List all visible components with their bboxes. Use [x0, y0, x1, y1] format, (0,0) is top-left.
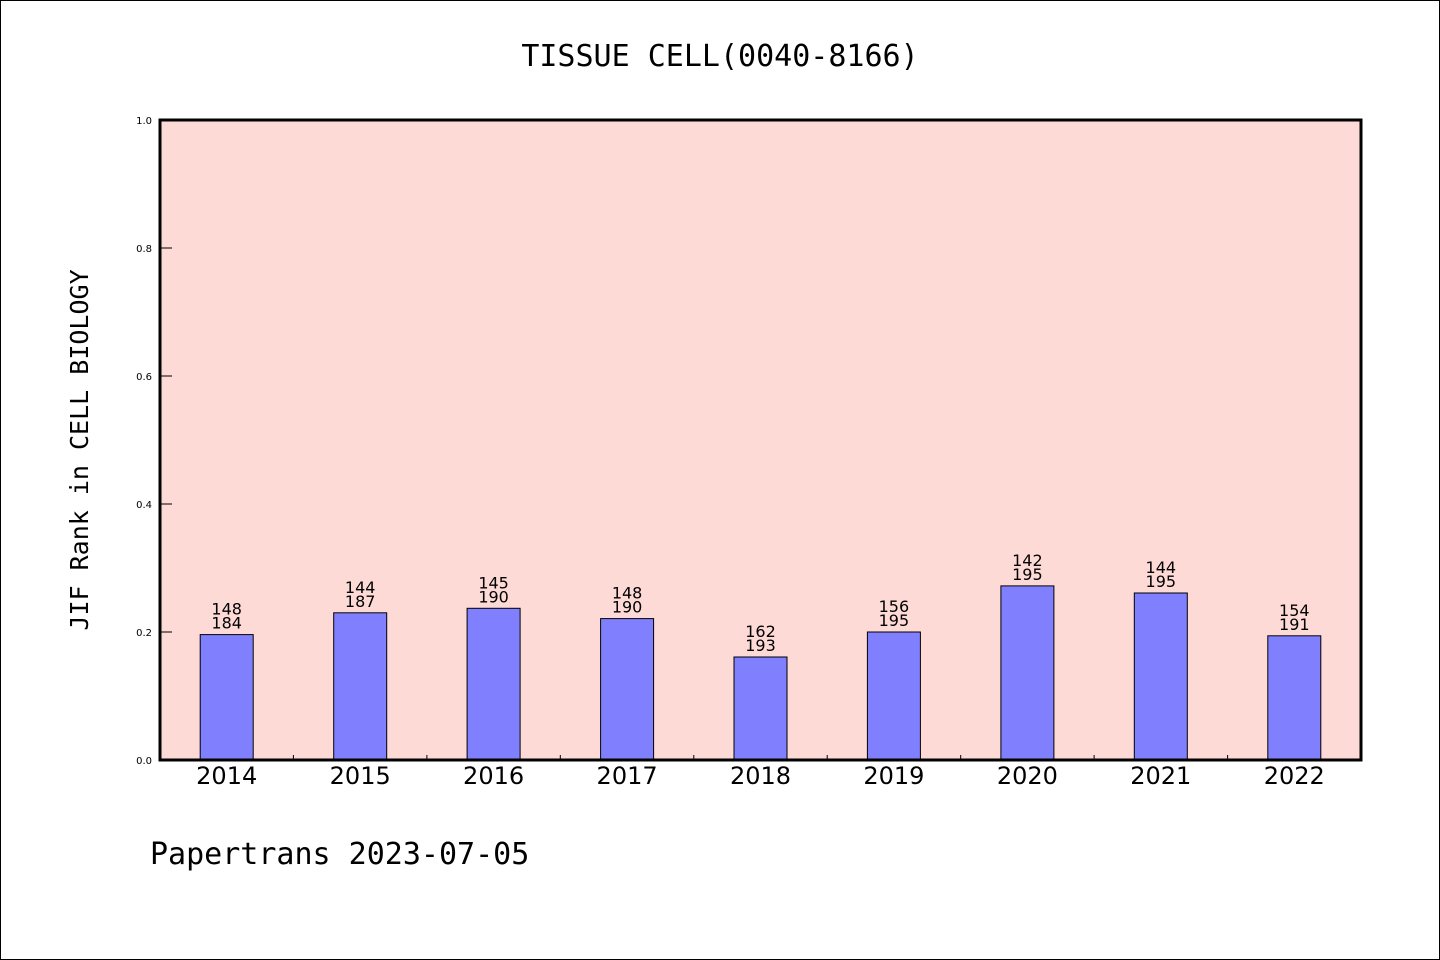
x-tick-label-2018: 2018 [730, 762, 791, 790]
bar-label-rank-2021: 144 [1146, 558, 1177, 577]
y-axis-label: JIF Rank in CELL BIOLOGY [65, 269, 94, 630]
x-axis: 2014 2015 2016 2017 2018 2019 2020 2021 2022 [196, 755, 1325, 790]
y-tick-label-0.2: 0.2 [136, 628, 152, 639]
bar-2022 [1267, 635, 1322, 761]
y-tick-label-0.8: 0.8 [136, 244, 152, 255]
bar-label-total-2019: 195 [879, 611, 910, 630]
bar-2018 [733, 656, 788, 761]
bar-2019 [866, 631, 921, 761]
bars-layer [199, 585, 1322, 761]
bar-label-total-2020: 195 [1012, 565, 1043, 584]
bar-label-total-2016: 190 [478, 587, 509, 606]
x-tick-label-2020: 2020 [997, 762, 1058, 790]
bar-label-total-2017: 190 [612, 598, 643, 617]
x-tick-label-2017: 2017 [597, 762, 658, 790]
x-tick-label-2019: 2019 [863, 762, 924, 790]
bar-label-total-2018: 193 [745, 636, 776, 655]
footer-credit: Papertrans 2023-07-05 [150, 837, 529, 872]
bar-2016 [466, 607, 521, 761]
bar-2020 [1000, 585, 1055, 761]
bar-label-rank-2016: 145 [478, 573, 509, 592]
x-tick-label-2021: 2021 [1130, 762, 1191, 790]
bar-label-total-2022: 191 [1279, 615, 1310, 634]
y-tick-label-0.6: 0.6 [136, 372, 152, 383]
bar-label-rank-2020: 142 [1012, 551, 1043, 570]
bar-label-total-2015: 187 [345, 592, 376, 611]
bar-label-rank-2015: 144 [345, 578, 376, 597]
y-tick-label-1.0: 1.0 [136, 116, 152, 127]
y-tick-label-0.0: 0.0 [136, 756, 152, 767]
bar-label-rank-2017: 148 [612, 584, 643, 603]
bar-label-total-2021: 195 [1146, 572, 1177, 591]
bar-label-rank-2018: 162 [745, 622, 776, 641]
x-tick-label-2015: 2015 [330, 762, 391, 790]
bar-label-rank-2014: 148 [211, 600, 242, 619]
x-tick-label-2016: 2016 [463, 762, 524, 790]
bar-2021 [1133, 592, 1188, 761]
bar-2014 [199, 634, 254, 761]
bar-label-rank-2022: 154 [1279, 601, 1310, 620]
chart-title: TISSUE CELL(0040-8166) [521, 39, 918, 74]
y-tick-label-0.4: 0.4 [136, 500, 152, 511]
bar-2015 [333, 612, 388, 761]
bar-2017 [600, 618, 655, 761]
x-tick-label-2022: 2022 [1264, 762, 1325, 790]
x-tick-label-2014: 2014 [196, 762, 257, 790]
bar-label-rank-2019: 156 [879, 597, 910, 616]
plot-border [158, 118, 1363, 762]
bar-label-total-2014: 184 [211, 614, 242, 633]
